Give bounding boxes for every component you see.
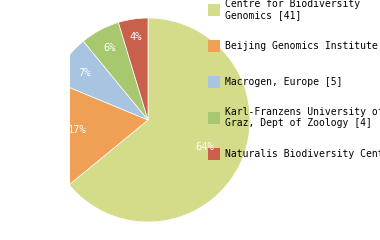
Text: Karl-Franzens University of
Graz, Dept of Zoology [4]: Karl-Franzens University of Graz, Dept o… xyxy=(225,107,380,128)
Wedge shape xyxy=(46,81,148,185)
Text: 6%: 6% xyxy=(103,43,116,53)
Wedge shape xyxy=(119,18,148,120)
Text: 4%: 4% xyxy=(130,32,142,42)
Text: Naturalis Biodiversity Center [3]: Naturalis Biodiversity Center [3] xyxy=(225,149,380,159)
Bar xyxy=(208,112,220,124)
Text: Macrogen, Europe [5]: Macrogen, Europe [5] xyxy=(225,77,342,87)
Text: 64%: 64% xyxy=(196,142,215,152)
Text: 17%: 17% xyxy=(68,126,87,135)
Wedge shape xyxy=(54,41,148,120)
Text: Centre for Biodiversity
Genomics [41]: Centre for Biodiversity Genomics [41] xyxy=(225,0,360,20)
Bar xyxy=(208,148,220,160)
Wedge shape xyxy=(83,22,148,120)
Text: 7%: 7% xyxy=(78,68,90,78)
Bar xyxy=(208,40,220,52)
Wedge shape xyxy=(69,18,250,222)
Text: Beijing Genomics Institute [11]: Beijing Genomics Institute [11] xyxy=(225,41,380,51)
Bar xyxy=(208,4,220,16)
Bar xyxy=(208,76,220,88)
